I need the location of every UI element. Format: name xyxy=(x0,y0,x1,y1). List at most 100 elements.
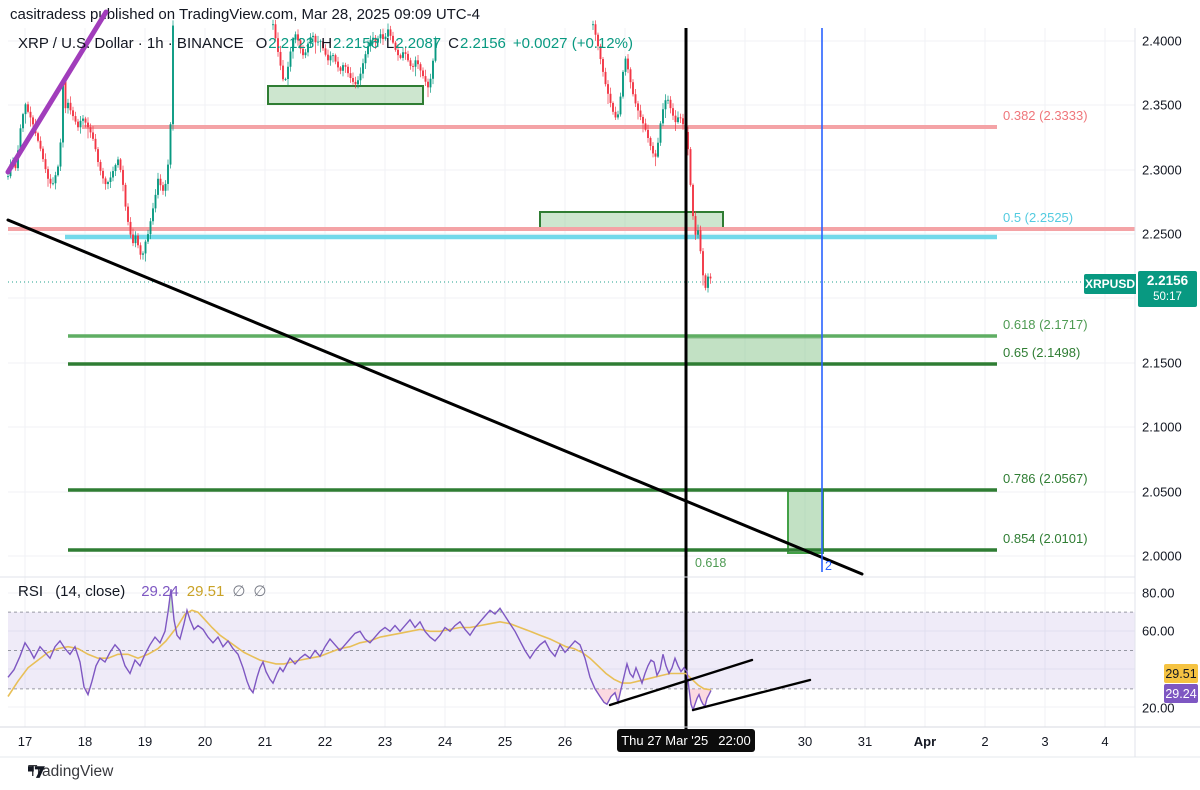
time-axis-label[interactable]: 20 xyxy=(198,734,212,749)
candle-body xyxy=(74,116,77,122)
candle-body xyxy=(362,63,364,74)
candle-body xyxy=(337,61,339,68)
candle-body xyxy=(77,121,79,128)
candle-body xyxy=(369,39,372,47)
candle-body xyxy=(102,170,104,179)
candle-body xyxy=(382,34,384,40)
candle-body xyxy=(377,38,379,43)
time-axis-label[interactable]: 2 xyxy=(981,734,988,749)
rsi-ma-badge[interactable]: 29.51 xyxy=(1164,664,1198,683)
candle-body xyxy=(134,235,137,244)
time-axis-label[interactable]: 22 xyxy=(318,734,332,749)
candle-body xyxy=(39,140,42,149)
fib-level-label: 0.65 (2.1498) xyxy=(1003,345,1080,360)
candle-body xyxy=(349,73,352,79)
tradingview-logo[interactable]: TradingView xyxy=(28,763,113,781)
candle-body xyxy=(157,178,159,195)
time-axis-label[interactable]: 21 xyxy=(258,734,272,749)
candle-body xyxy=(42,148,44,160)
candle-body xyxy=(599,46,602,60)
candle-body xyxy=(172,25,174,125)
time-axis-label[interactable]: 17 xyxy=(18,734,32,749)
price-axis-label: 2.1000 xyxy=(1142,420,1182,435)
candle-body xyxy=(82,118,84,121)
candle-body xyxy=(379,34,382,39)
rsi-legend[interactable]: RSI (14, close) 29.24 29.51 ∅ ∅ xyxy=(18,582,274,600)
candle-body xyxy=(122,169,124,185)
time-axis-label[interactable]: 19 xyxy=(138,734,152,749)
candle-body xyxy=(27,104,29,112)
candle-body xyxy=(279,51,282,66)
candle-body xyxy=(322,41,324,49)
candle-body xyxy=(429,78,432,88)
rsi-trendline[interactable] xyxy=(691,678,812,712)
purple-trendline[interactable] xyxy=(5,9,109,175)
symbol-title[interactable]: XRP / U.S. Dollar · 1h · BINANCE xyxy=(18,35,244,52)
drawing-box[interactable] xyxy=(686,337,823,366)
candle-body xyxy=(414,60,417,67)
candle-body xyxy=(307,43,309,53)
time-axis-label[interactable]: 31 xyxy=(858,734,872,749)
candle-body xyxy=(694,216,697,235)
candle-body xyxy=(319,41,322,43)
candle-body xyxy=(667,99,669,101)
time-axis-label[interactable]: 24 xyxy=(438,734,452,749)
candle-body xyxy=(424,76,427,82)
candle-body xyxy=(22,114,24,129)
candle-body xyxy=(289,51,292,67)
time-axis-label[interactable]: 23 xyxy=(378,734,392,749)
candle-body xyxy=(147,234,149,242)
price-axis-label: 2.0500 xyxy=(1142,485,1182,500)
candle-body xyxy=(332,55,334,57)
symbol-price-tag[interactable]: XRPUSD xyxy=(1084,274,1136,294)
candle-body xyxy=(409,60,412,66)
candle-body xyxy=(697,230,699,235)
drawing-box[interactable] xyxy=(787,490,824,554)
price-axis-label: 2.3500 xyxy=(1142,98,1182,113)
tooltip-time: 22:00 xyxy=(718,733,751,748)
candle-body xyxy=(384,36,387,40)
time-axis-label[interactable]: 26 xyxy=(558,734,572,749)
black-trendline[interactable] xyxy=(6,218,864,576)
high-label: H xyxy=(321,35,333,52)
time-axis-label[interactable]: 4 xyxy=(1101,734,1108,749)
candle-body xyxy=(634,94,637,104)
candle-body xyxy=(282,65,284,80)
candle-body xyxy=(302,48,304,56)
time-axis-label[interactable]: 18 xyxy=(78,734,92,749)
drawing-box[interactable] xyxy=(267,85,424,105)
candle-body xyxy=(142,253,144,255)
candle-body xyxy=(107,181,109,185)
candle-body xyxy=(87,122,89,128)
candle-body xyxy=(387,29,389,37)
price-axis-label: 2.2500 xyxy=(1142,227,1182,242)
time-axis-label[interactable]: 3 xyxy=(1041,734,1048,749)
publish-info: casitradess published on TradingView.com… xyxy=(10,6,480,23)
candle-body xyxy=(84,118,87,123)
candle-body xyxy=(354,81,357,85)
time-axis-label[interactable]: 30 xyxy=(798,734,812,749)
candle-body xyxy=(299,40,302,49)
rsi-value-badge[interactable]: 29.24 xyxy=(1164,684,1198,703)
candle-body xyxy=(609,93,612,103)
time-axis-label[interactable]: 25 xyxy=(498,734,512,749)
candle-body xyxy=(19,128,22,151)
last-price-badge[interactable]: 2.2156 50:17 xyxy=(1138,271,1197,307)
symbol-legend[interactable]: XRP / U.S. Dollar · 1h · BINANCE O2.2123 H… xyxy=(18,35,640,52)
rsi-trendline[interactable] xyxy=(608,658,754,707)
candle-body xyxy=(129,221,132,235)
candle-body xyxy=(7,176,9,178)
last-price-value: 2.2156 xyxy=(1146,273,1189,289)
candle-body xyxy=(644,123,647,130)
candle-body xyxy=(647,129,649,138)
candle-body xyxy=(137,235,139,246)
candle-body xyxy=(292,39,294,52)
candle-body xyxy=(597,34,599,47)
candle-body xyxy=(127,206,129,222)
candle-body xyxy=(297,34,299,41)
candle-body xyxy=(67,102,69,109)
time-axis-label[interactable]: Apr xyxy=(914,734,936,749)
candle-body xyxy=(654,153,657,157)
candle-body xyxy=(97,149,99,163)
